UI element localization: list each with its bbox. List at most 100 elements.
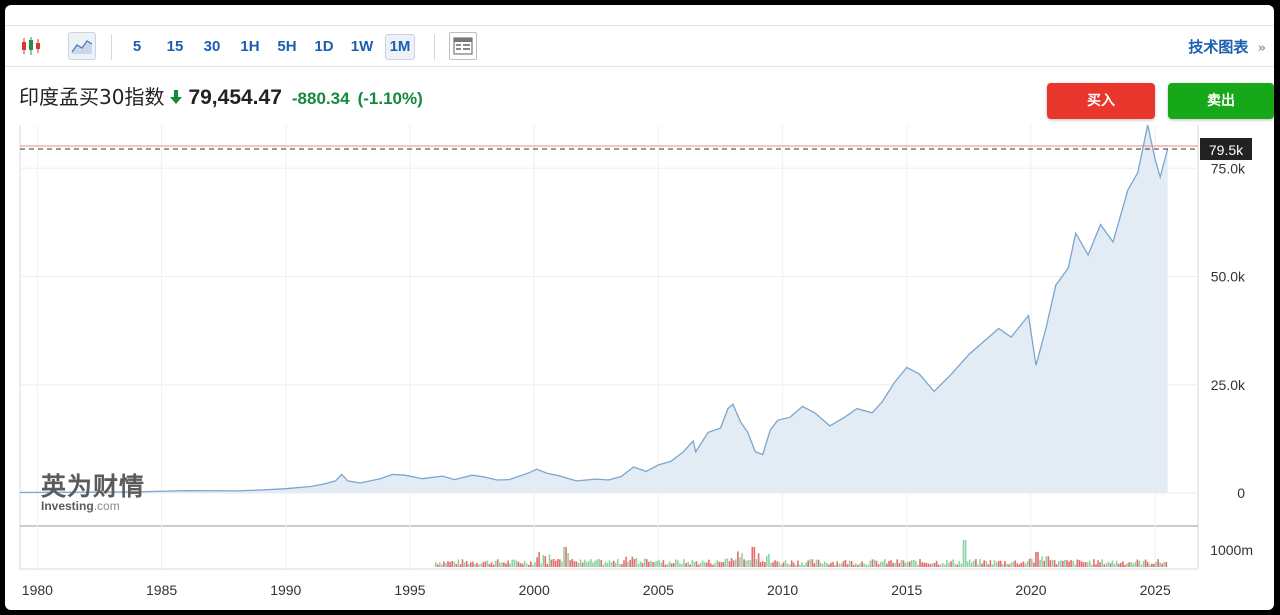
volume-bar <box>755 559 758 567</box>
volume-bar <box>565 547 567 567</box>
toolbar-divider <box>434 34 435 60</box>
volume-bar <box>540 563 542 567</box>
volume-bar <box>964 540 967 567</box>
volume-bar <box>453 561 456 567</box>
volume-bar <box>490 562 493 567</box>
volume-bar <box>679 563 681 567</box>
volume-bar <box>445 563 447 567</box>
volume-bar <box>1068 561 1070 567</box>
volume-bar <box>726 558 729 567</box>
arrow-down-icon <box>170 89 183 108</box>
volume-bar <box>987 564 990 567</box>
volume-bar <box>966 561 969 567</box>
volume-bar <box>646 559 648 567</box>
volume-bar <box>737 551 739 567</box>
price-chart[interactable]: 0 25.0k 50.0k 75.0k 1980 1985 1990 1995 2000 2005… <box>5 5 1274 610</box>
x-tick-label: 2010 <box>767 582 798 598</box>
volume-bar <box>708 559 710 567</box>
volume-bar <box>465 561 468 567</box>
volume-bar <box>1124 564 1126 567</box>
volume-bar <box>824 561 826 567</box>
area-chart-icon[interactable] <box>68 32 96 60</box>
volume-bar <box>850 561 853 567</box>
volume-bar <box>799 564 801 567</box>
volume-bar <box>1095 564 1097 567</box>
tech-chart-label: 技术图表 <box>1188 38 1249 56</box>
candlestick-chart-icon[interactable] <box>17 32 45 60</box>
layout-table-icon[interactable] <box>449 32 477 60</box>
volume-bar <box>834 565 836 567</box>
volume-bar <box>668 561 671 567</box>
volume-bar <box>534 562 536 567</box>
timeframe-5[interactable]: 5 <box>132 38 142 55</box>
volume-bar <box>472 561 474 567</box>
sell-button[interactable]: 卖出 <box>1168 83 1274 119</box>
volume-bar <box>861 561 863 567</box>
volume-bar <box>728 561 731 567</box>
volume-bar <box>747 560 749 567</box>
volume-bar <box>434 562 437 567</box>
toolbar-divider <box>111 34 112 60</box>
volume-bar <box>1103 564 1105 567</box>
volume-bar <box>1155 561 1157 567</box>
volume-bar <box>958 561 961 567</box>
volume-bar <box>619 564 621 567</box>
volume-bar <box>780 564 783 567</box>
x-tick-label: 2025 <box>1140 582 1171 598</box>
volume-bar <box>559 559 561 567</box>
volume-bar <box>1113 563 1116 567</box>
buy-button[interactable]: 买入 <box>1047 83 1155 119</box>
volume-bar <box>1130 562 1132 567</box>
volume-bar <box>625 556 627 567</box>
timeframe-1h[interactable]: 1H <box>240 38 260 55</box>
volume-bar <box>942 563 944 567</box>
volume-bar <box>979 559 981 567</box>
timeframe-1d[interactable]: 1D <box>314 38 334 55</box>
chevron-right-icon: » <box>1257 41 1266 56</box>
volume-bar <box>933 563 936 567</box>
volume-bar <box>1047 556 1050 567</box>
volume-bar <box>503 562 505 567</box>
volume-bar <box>637 563 640 567</box>
volume-bar <box>1014 560 1016 567</box>
volume-bar <box>631 556 634 567</box>
volume-bar <box>1126 563 1128 567</box>
volume-bar <box>621 564 623 567</box>
tech-chart-link[interactable]: 技术图表 » <box>1188 36 1266 57</box>
timeframe-1m[interactable]: 1M <box>385 34 415 60</box>
volume-bar <box>436 564 439 567</box>
volume-bar <box>530 561 532 567</box>
volume-bar <box>817 559 820 567</box>
volume-bar <box>590 559 592 567</box>
volume-bar <box>492 564 495 567</box>
volume-bar <box>1153 563 1155 567</box>
volume-bar <box>561 561 563 567</box>
x-tick-label: 1990 <box>270 582 301 598</box>
watermark-en-name: Investing <box>41 499 94 513</box>
volume-bar <box>1080 561 1083 567</box>
timeframe-5h[interactable]: 5H <box>277 38 297 55</box>
volume-bar <box>908 561 911 567</box>
volume-bar <box>786 563 789 567</box>
volume-bar <box>596 559 598 567</box>
volume-bar <box>724 558 727 567</box>
volume-bar <box>577 562 580 567</box>
price-change: -880.34 <box>291 89 350 108</box>
y-tick-label: 25.0k <box>1211 377 1246 393</box>
timeframe-1w[interactable]: 1W <box>350 38 374 55</box>
volume-bar <box>1024 563 1027 567</box>
volume-bar <box>683 559 685 567</box>
volume-bar <box>648 561 650 567</box>
volume-bar <box>946 560 948 567</box>
volume-bar <box>826 562 828 567</box>
volume-bar <box>757 553 760 567</box>
timeframe-30[interactable]: 30 <box>203 38 221 55</box>
timeframe-15[interactable]: 15 <box>166 38 184 55</box>
volume-bar <box>1049 560 1052 567</box>
volume-bar <box>1051 559 1054 567</box>
volume-bar <box>1008 564 1010 567</box>
volume-bar <box>1072 560 1074 567</box>
volume-bar <box>797 560 799 567</box>
volume-bar <box>716 560 718 567</box>
volume-bar <box>902 560 905 567</box>
